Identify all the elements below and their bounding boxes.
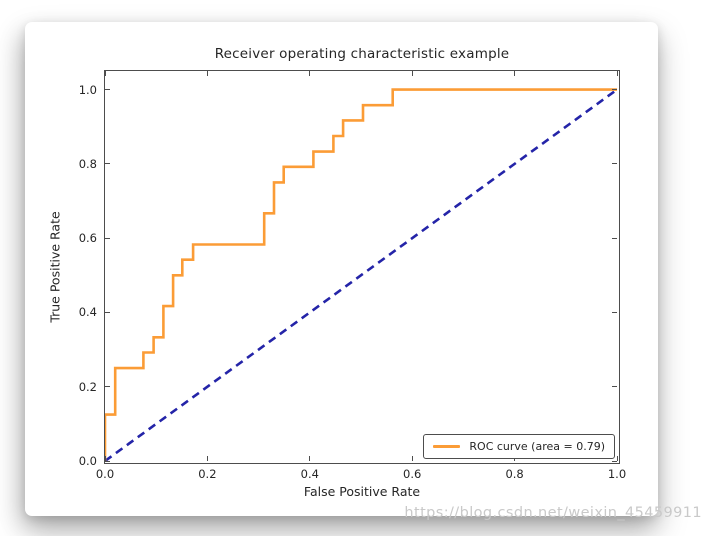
roc-figure-card: Receiver operating characteristic exampl…	[25, 22, 658, 516]
y-tick-mark-right	[612, 311, 617, 313]
y-axis-label: True Positive Rate	[47, 211, 63, 323]
y-tick-label: 0.8	[78, 156, 97, 171]
x-tick-mark-top	[514, 71, 516, 76]
legend-box: ROC curve (area = 0.79)	[423, 434, 615, 459]
roc-plot-svg	[105, 88, 617, 461]
x-tick-mark-top	[411, 71, 413, 76]
y-tick-mark-right	[612, 89, 617, 91]
y-tick-mark-right	[612, 237, 617, 239]
y-tick-mark-left	[105, 163, 110, 165]
y-tick-mark-right	[612, 163, 617, 165]
legend-roc-swatch	[433, 445, 461, 448]
x-tick-mark-top	[616, 71, 618, 76]
y-tick-label: 0.4	[78, 305, 97, 320]
y-tick-mark-right	[612, 460, 617, 462]
chart-title: Receiver operating characteristic exampl…	[214, 46, 510, 62]
x-tick-label: 1.0	[607, 467, 627, 481]
x-tick-mark-top	[309, 71, 311, 76]
x-tick-label: 0.6	[403, 467, 422, 481]
x-tick-mark-bottom	[104, 456, 106, 461]
x-tick-label: 0.8	[505, 467, 524, 481]
y-tick-mark-left	[105, 311, 110, 313]
x-axis-label: False Positive Rate	[303, 484, 421, 499]
x-tick-mark-bottom	[309, 456, 311, 461]
y-tick-mark-left	[105, 460, 110, 462]
x-tick-label: 0.0	[95, 467, 115, 481]
y-tick-mark-left	[105, 89, 110, 91]
x-tick-label: 0.4	[300, 467, 319, 481]
x-tick-mark-top	[104, 71, 106, 76]
x-tick-mark-bottom	[206, 456, 208, 461]
x-tick-mark-bottom	[411, 456, 413, 461]
y-tick-label: 1.0	[78, 82, 97, 97]
legend-roc-label: ROC curve (area = 0.79)	[469, 440, 605, 453]
y-tick-mark-right	[612, 386, 617, 388]
watermark-url: https://blog.csdn.net/weixin_45459911	[404, 505, 702, 521]
y-tick-label: 0.6	[78, 231, 97, 246]
chance-diagonal-line	[105, 88, 617, 461]
x-tick-mark-bottom	[616, 456, 618, 461]
y-tick-label: 0.0	[78, 454, 97, 468]
axes-frame: ROC curve (area = 0.79)	[104, 70, 620, 464]
roc-curve-line	[105, 88, 617, 461]
y-tick-mark-left	[105, 237, 110, 239]
y-tick-label: 0.2	[78, 379, 97, 394]
x-tick-label: 0.2	[198, 467, 217, 481]
x-tick-mark-top	[206, 71, 208, 76]
y-tick-mark-left	[105, 386, 110, 388]
